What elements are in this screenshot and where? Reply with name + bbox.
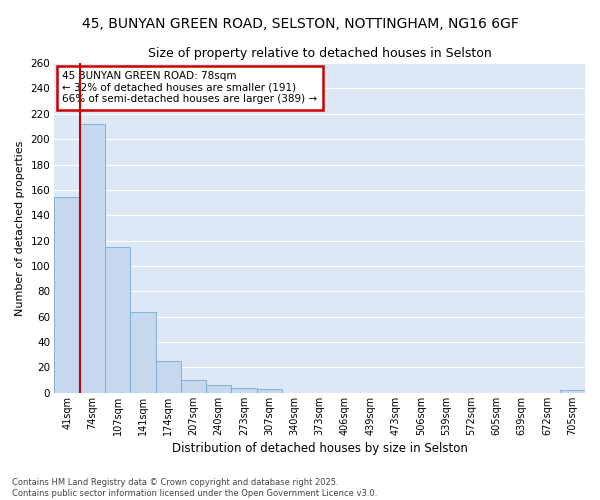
Bar <box>560 390 585 393</box>
Y-axis label: Number of detached properties: Number of detached properties <box>15 140 25 316</box>
Title: Size of property relative to detached houses in Selston: Size of property relative to detached ho… <box>148 48 491 60</box>
Bar <box>55 198 80 393</box>
Bar <box>257 389 282 393</box>
Bar <box>80 124 105 393</box>
Text: 45 BUNYAN GREEN ROAD: 78sqm
← 32% of detached houses are smaller (191)
66% of se: 45 BUNYAN GREEN ROAD: 78sqm ← 32% of det… <box>62 72 317 104</box>
Text: 45, BUNYAN GREEN ROAD, SELSTON, NOTTINGHAM, NG16 6GF: 45, BUNYAN GREEN ROAD, SELSTON, NOTTINGH… <box>82 18 518 32</box>
Bar <box>181 380 206 393</box>
X-axis label: Distribution of detached houses by size in Selston: Distribution of detached houses by size … <box>172 442 467 455</box>
Bar <box>206 385 232 393</box>
Text: Contains HM Land Registry data © Crown copyright and database right 2025.
Contai: Contains HM Land Registry data © Crown c… <box>12 478 377 498</box>
Bar <box>105 247 130 393</box>
Bar <box>155 361 181 393</box>
Bar <box>130 312 155 393</box>
Bar <box>232 388 257 393</box>
